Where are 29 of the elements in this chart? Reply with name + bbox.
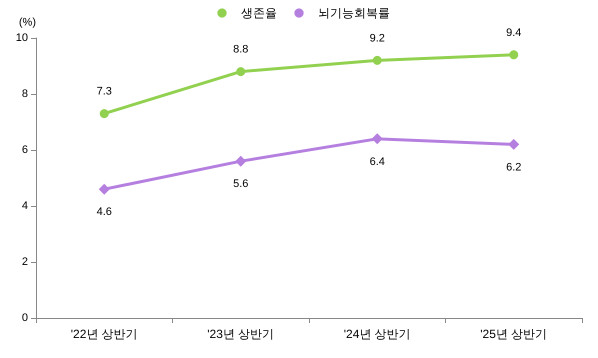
data-label: 6.2 bbox=[506, 161, 522, 174]
point bbox=[372, 56, 382, 65]
point bbox=[508, 138, 520, 150]
x-tick-label: '22년 상반기 bbox=[70, 327, 138, 341]
y-tick-label: 2 bbox=[22, 256, 28, 268]
data-label: 6.4 bbox=[370, 156, 385, 168]
data-label: 5.6 bbox=[233, 178, 248, 190]
point bbox=[98, 184, 110, 195]
legend-label: 생존율 bbox=[241, 6, 277, 20]
data-label: 9.4 bbox=[506, 26, 522, 39]
y-axis-title: (%) bbox=[18, 16, 36, 28]
point bbox=[372, 133, 383, 144]
point bbox=[235, 156, 246, 167]
y-tick-label: 10 bbox=[16, 32, 28, 44]
y-tick-label: 8 bbox=[22, 88, 28, 100]
data-label: 8.8 bbox=[233, 44, 248, 56]
data-label: 4.6 bbox=[96, 206, 112, 218]
x-tick-label: '23년 상반기 bbox=[207, 327, 274, 341]
point bbox=[236, 67, 246, 76]
data-label: 7.3 bbox=[96, 86, 112, 98]
point bbox=[509, 50, 518, 60]
legend-label: 뇌기능회복률 bbox=[318, 6, 390, 20]
y-tick-label: 4 bbox=[22, 200, 28, 212]
data-label: 9.2 bbox=[370, 32, 385, 44]
x-tick-label: '24년 상반기 bbox=[344, 327, 411, 341]
point bbox=[100, 109, 109, 118]
y-tick-label: 6 bbox=[22, 144, 28, 156]
y-tick-label: 0 bbox=[22, 312, 28, 324]
x-tick-label: '25년 상반기 bbox=[480, 327, 548, 341]
